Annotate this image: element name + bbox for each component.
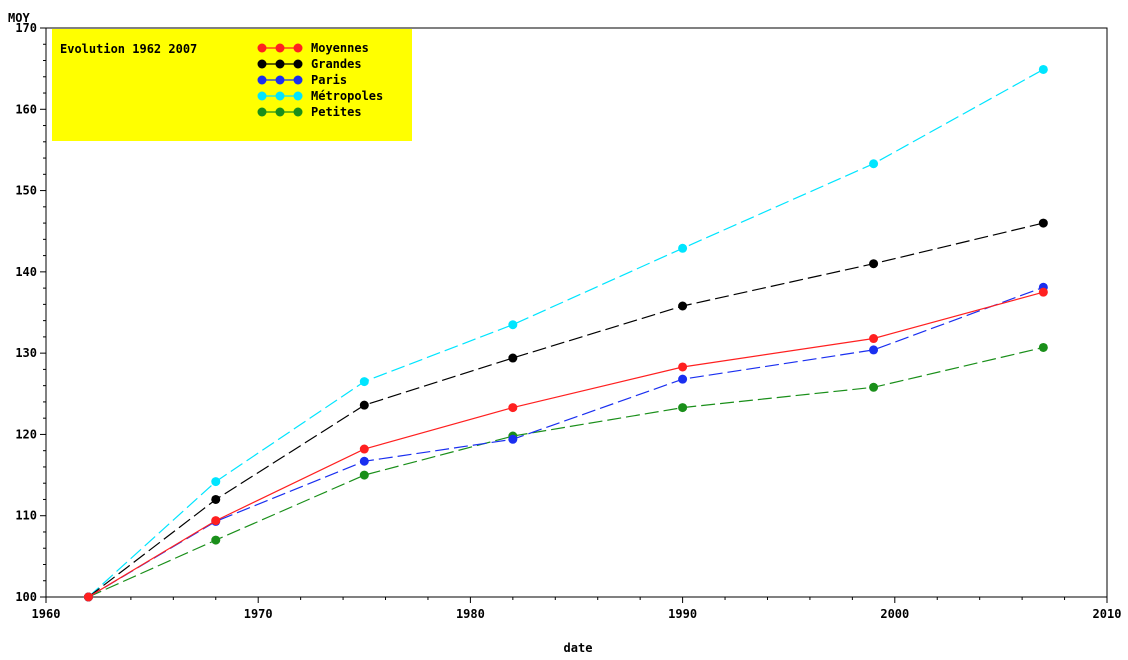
data-point (359, 400, 369, 410)
data-point (678, 301, 688, 311)
y-tick-label: 150 (15, 184, 37, 198)
data-point (678, 243, 688, 253)
series-1 (83, 218, 1048, 602)
series-layer (83, 64, 1048, 602)
legend-label: Moyennes (311, 41, 369, 55)
data-point (1038, 64, 1048, 74)
data-point (211, 494, 221, 504)
legend-swatch-marker (293, 59, 303, 69)
legend-label: Grandes (311, 57, 362, 71)
data-point (359, 456, 369, 466)
series-line (88, 286, 1044, 598)
legend-swatch-marker (257, 43, 267, 53)
legend-item: Petites (257, 105, 362, 119)
legend-swatch-marker (257, 75, 267, 85)
data-point (869, 159, 879, 169)
legend-swatch-marker (293, 75, 303, 85)
series-line (87, 68, 1044, 598)
legend-title: Evolution 1962 2007 (60, 42, 197, 56)
data-point (359, 377, 369, 387)
series-line (88, 222, 1044, 598)
data-point (211, 477, 221, 487)
legend-label: Petites (311, 105, 362, 119)
data-point (211, 535, 221, 545)
y-tick-label: 160 (15, 102, 37, 116)
legend-item: Paris (257, 73, 347, 87)
data-point (83, 592, 93, 602)
data-point (508, 434, 518, 444)
legend-swatch-marker (275, 107, 285, 117)
legend: Evolution 1962 2007 Moyennes Grandes Paris… (52, 29, 412, 141)
legend-swatch-marker (257, 91, 267, 101)
series-3 (83, 64, 1048, 602)
legend-swatch-marker (257, 107, 267, 117)
data-point (869, 382, 879, 392)
legend-background (52, 29, 412, 141)
data-point (508, 403, 518, 413)
data-point (359, 470, 369, 480)
data-point (678, 362, 688, 372)
x-axis-label: date (564, 641, 593, 655)
x-tick-label: 1980 (456, 607, 485, 621)
legend-swatch-marker (293, 43, 303, 53)
legend-item: Métropoles (257, 89, 383, 103)
data-point (1038, 287, 1048, 297)
series-line (88, 346, 1044, 598)
y-tick-label: 110 (15, 509, 37, 523)
legend-label: Métropoles (311, 89, 383, 103)
legend-swatch-marker (293, 107, 303, 117)
legend-swatch-marker (257, 59, 267, 69)
x-tick-label: 1960 (32, 607, 61, 621)
series-0 (83, 287, 1048, 602)
legend-items: Moyennes Grandes Paris Métropoles Petites (257, 41, 383, 119)
x-tick-label: 2000 (880, 607, 909, 621)
y-tick-label: 170 (15, 21, 37, 35)
series-line (88, 291, 1044, 598)
data-point (1038, 218, 1048, 228)
data-point (869, 334, 879, 344)
data-point (1038, 342, 1048, 352)
x-tick-label: 1990 (668, 607, 697, 621)
legend-swatch-marker (275, 43, 285, 53)
y-tick-label: 140 (15, 265, 37, 279)
y-tick-label: 120 (15, 427, 37, 441)
x-tick-label: 1970 (244, 607, 273, 621)
data-point (678, 403, 688, 413)
series-4 (83, 342, 1048, 602)
legend-swatch-marker (275, 59, 285, 69)
legend-swatch-marker (275, 75, 285, 85)
plot-border (45, 27, 1108, 598)
y-axis-label: MOY (8, 11, 30, 25)
data-point (359, 444, 369, 454)
legend-label: Paris (311, 73, 347, 87)
plot-frame (45, 27, 1108, 598)
x-axis: 1960 1970 1980 1990 2000 2010 (32, 597, 1122, 621)
legend-item: Grandes (257, 57, 362, 71)
data-point (869, 259, 879, 269)
y-tick-label: 100 (15, 590, 37, 604)
x-tick-label: 2010 (1093, 607, 1122, 621)
legend-swatch-marker (293, 91, 303, 101)
y-tick-label: 130 (15, 346, 37, 360)
data-point (678, 374, 688, 384)
data-point (508, 320, 518, 330)
data-point (869, 345, 879, 355)
legend-swatch-marker (275, 91, 285, 101)
legend-item: Moyennes (257, 41, 369, 55)
y-axis: 100 110 120 130 140 150 160 170 (15, 21, 46, 604)
data-point (211, 516, 221, 526)
data-point (508, 353, 518, 363)
